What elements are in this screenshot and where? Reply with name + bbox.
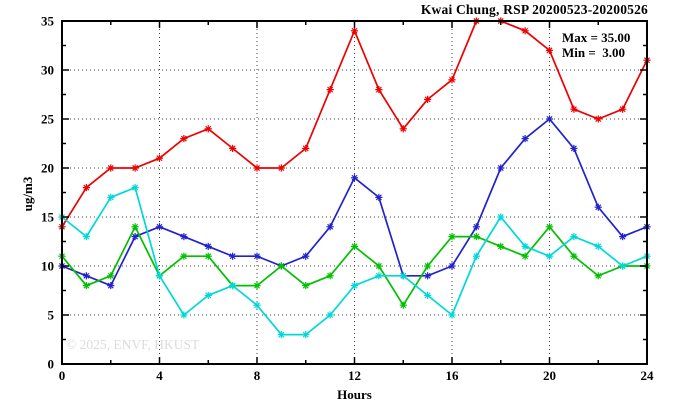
y-tick-label: 10 <box>41 259 54 274</box>
tick-labels: 0 4 8 12 16 20 24 0 5 10 15 20 25 30 35 <box>41 14 654 384</box>
x-tick-label: 24 <box>641 368 655 383</box>
x-tick-label: 20 <box>543 368 556 383</box>
x-tick-label: 8 <box>254 368 261 383</box>
x-tick-label: 4 <box>156 368 163 383</box>
y-tick-label: 0 <box>48 357 55 372</box>
max-annotation: Max = 35.00 <box>562 30 631 45</box>
series-blue-line <box>61 117 648 287</box>
x-tick-label: 12 <box>348 368 361 383</box>
y-tick-label: 35 <box>41 14 55 29</box>
series-blue <box>58 115 651 290</box>
chart-title: Kwai Chung, RSP 20200523-20200526 <box>420 2 648 17</box>
y-tick-label: 25 <box>41 112 55 127</box>
x-axis-label: Hours <box>337 387 372 402</box>
watermark: © 2025, ENVF, HKUST <box>66 337 200 352</box>
min-annotation: Min = 3.00 <box>562 45 626 60</box>
series-cyan <box>58 184 651 339</box>
series-cyan-markers <box>58 184 651 339</box>
axis-ticks <box>61 20 648 365</box>
y-tick-label: 5 <box>48 308 55 323</box>
max-min-annotation: Max = 35.00 Min = 3.00 <box>562 30 630 60</box>
series-blue-markers <box>58 115 651 290</box>
y-tick-label: 30 <box>41 63 54 78</box>
x-tick-label: 16 <box>446 368 460 383</box>
gridlines <box>62 21 647 364</box>
series-red-line <box>61 20 648 228</box>
x-tick-label: 0 <box>59 368 66 383</box>
y-tick-label: 20 <box>41 161 54 176</box>
y-tick-label: 15 <box>41 210 55 225</box>
